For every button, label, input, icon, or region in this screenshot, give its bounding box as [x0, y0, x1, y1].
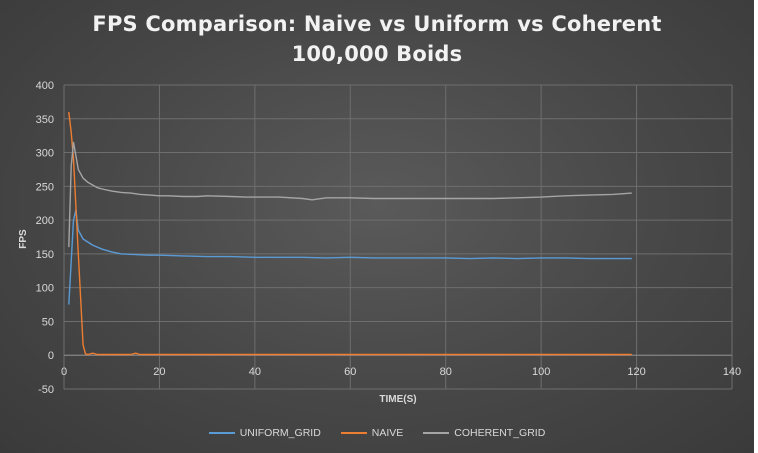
- y-tick-label: 250: [36, 181, 54, 193]
- series-lines: [68, 111, 632, 356]
- y-tick-label: -50: [38, 384, 54, 396]
- y-tick-label: 350: [36, 114, 54, 126]
- legend-swatch: [340, 432, 367, 434]
- legend-label: NAIVE: [371, 427, 404, 439]
- legend-item: UNIFORM_GRID: [208, 427, 321, 439]
- x-tick-label: 0: [61, 366, 67, 378]
- y-tick-label: 100: [36, 283, 54, 295]
- y-tick-label: 0: [48, 350, 54, 362]
- legend: UNIFORM_GRID NAIVE COHERENT_GRID: [0, 427, 754, 439]
- y-tick-label: 400: [36, 80, 54, 92]
- x-tick-label: 140: [723, 366, 741, 378]
- y-tick-label: 300: [36, 148, 54, 160]
- y-tick-label: 150: [36, 249, 54, 261]
- series-line-naive: [68, 111, 632, 356]
- y-axis-title: FPS: [18, 229, 29, 249]
- x-tick-label: 100: [532, 366, 550, 378]
- legend-swatch: [208, 432, 235, 434]
- legend-label: UNIFORM_GRID: [239, 427, 321, 439]
- series-line-coherent-grid: [68, 141, 632, 248]
- x-tick-label: 80: [440, 366, 452, 378]
- legend-item: NAIVE: [340, 427, 404, 439]
- grid-lines: [63, 84, 733, 390]
- x-tick-label: 40: [249, 366, 261, 378]
- legend-label: COHERENT_GRID: [454, 427, 546, 439]
- y-tick-label: 200: [36, 215, 54, 227]
- x-tick-label: 120: [627, 366, 645, 378]
- x-axis-title: TIME(S): [379, 394, 416, 405]
- legend-item: COHERENT_GRID: [423, 427, 545, 439]
- x-tick-label: 60: [344, 366, 356, 378]
- chart-subtitle: 100,000 Boids: [291, 42, 463, 66]
- x-tick-label: 20: [153, 366, 165, 378]
- y-tick-label: 50: [42, 316, 54, 328]
- tick-labels: -50 0 50 100 150 200 250 300 350 400 0 20 40 60 80 100 1…: [36, 80, 742, 396]
- series-line-uniform-grid: [68, 209, 632, 305]
- legend-swatch: [423, 432, 450, 434]
- chart-title: FPS Comparison: Naive vs Uniform vs Cohe…: [92, 12, 662, 36]
